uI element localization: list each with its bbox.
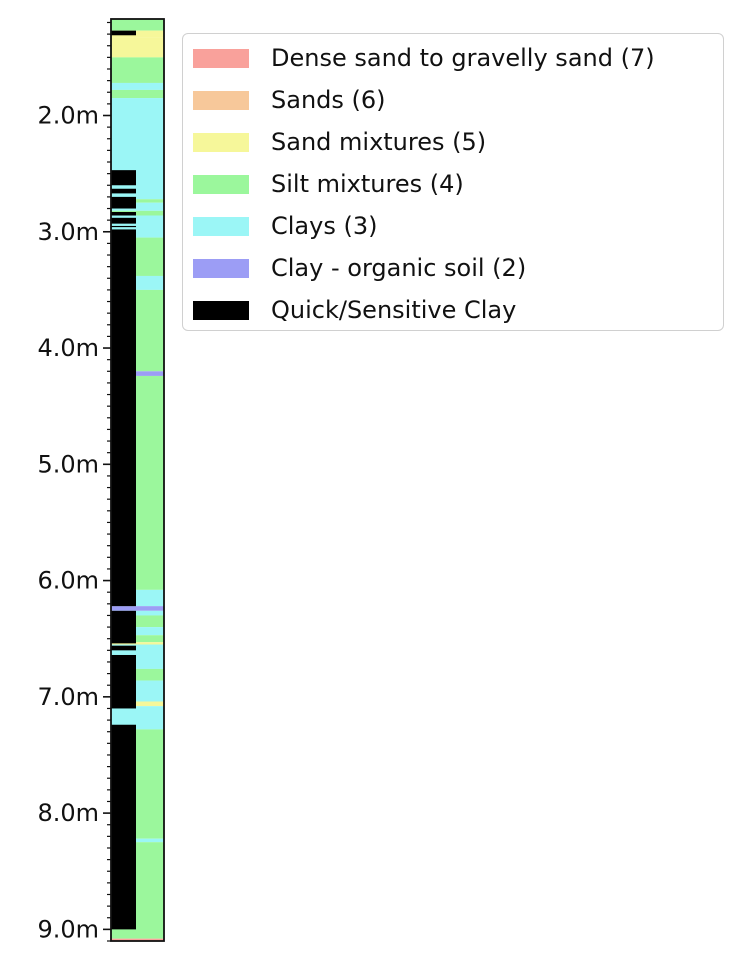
y-tick-label: 7.0m [37, 683, 99, 711]
soil-layer-4 [111, 668, 164, 681]
soil-layer-4 [111, 635, 164, 643]
soil-layer-4 [111, 615, 164, 628]
legend-item-sand-mixtures: Sand mixtures (5) [193, 130, 486, 154]
quick-clay-bar [111, 170, 136, 186]
legend-label: Quick/Sensitive Clay [271, 296, 517, 324]
y-tick-label: 4.0m [37, 334, 99, 362]
soil-layer-5 [111, 701, 164, 707]
y-tick-label: 6.0m [37, 567, 99, 595]
quick-clay-bar [111, 30, 136, 36]
soil-layer-3 [111, 202, 164, 211]
quick-clay-bar [111, 724, 136, 930]
soil-layer-5 [111, 642, 164, 645]
y-axis: 2.0m 3.0m 4.0m 5.0m 6.0m 7.0m 8.0m 9.0m [37, 21, 111, 943]
soil-layer-4 [111, 57, 164, 83]
quick-clay-bar [111, 196, 136, 209]
soil-layer-2 [111, 371, 164, 376]
legend-swatch-sands [193, 90, 249, 110]
soil-layer-5 [111, 30, 164, 38]
legend-label: Silt mixtures (4) [271, 170, 464, 198]
quick-clay-bar [111, 188, 136, 194]
quick-clay-overlay [111, 30, 136, 930]
soil-layer-3 [111, 610, 164, 616]
legend-label: Dense sand to gravelly sand (7) [271, 44, 655, 72]
y-tick-label: 5.0m [37, 450, 99, 478]
legend-item-clays: Clays (3) [193, 214, 377, 238]
legend-swatch-clays [193, 216, 249, 236]
legend-item-sands: Sands (6) [193, 88, 386, 112]
legend-item-quick-clay: Quick/Sensitive Clay [193, 298, 516, 322]
y-tick-label: 3.0m [37, 218, 99, 246]
quick-clay-bar [111, 212, 136, 216]
plot-frame [110, 18, 165, 942]
legend: Dense sand to gravelly sand (7) Sands (6… [182, 33, 724, 331]
quick-clay-bar [111, 217, 136, 224]
legend-swatch-silt-mixtures [193, 174, 249, 194]
legend-label: Sand mixtures (5) [271, 128, 487, 156]
soil-layer-4 [111, 210, 164, 216]
legend-swatch-clay-organic-soil [193, 258, 249, 278]
soil-layer-3 [111, 838, 164, 843]
legend-swatch-sand-mixtures [193, 132, 249, 152]
legend-item-clay-organic-soil: Clay - organic soil (2) [193, 256, 526, 280]
legend-label: Clay - organic soil (2) [271, 254, 527, 282]
soil-layer-3 [111, 82, 164, 90]
soil-layer-4 [111, 199, 164, 203]
y-tick-label: 9.0m [37, 915, 99, 943]
quick-clay-bar [111, 229, 136, 607]
quick-clay-bar [111, 654, 136, 709]
legend-swatch-quick-clay [193, 300, 249, 320]
quick-clay-bar [111, 610, 136, 644]
soil-layer-2 [111, 606, 164, 611]
soil-layer-4 [111, 19, 164, 31]
soil-layer-3 [111, 706, 164, 730]
legend-label: Sands (6) [271, 86, 386, 114]
soil-layer-7 [111, 938, 164, 941]
soil-layer-4 [111, 89, 164, 99]
legend-item-dense-sand: Dense sand to gravelly sand (7) [193, 46, 655, 70]
y-tick-label: 2.0m [37, 102, 99, 130]
legend-label: Clays (3) [271, 212, 378, 240]
quick-clay-bar [111, 645, 136, 651]
quick-clay-bar [111, 225, 136, 228]
legend-swatch-dense-sand [193, 48, 249, 68]
soil-layer-5 [111, 37, 164, 58]
y-tick-label: 8.0m [37, 799, 99, 827]
legend-item-silt-mixtures: Silt mixtures (4) [193, 172, 464, 196]
soil-layer-3 [111, 627, 164, 636]
